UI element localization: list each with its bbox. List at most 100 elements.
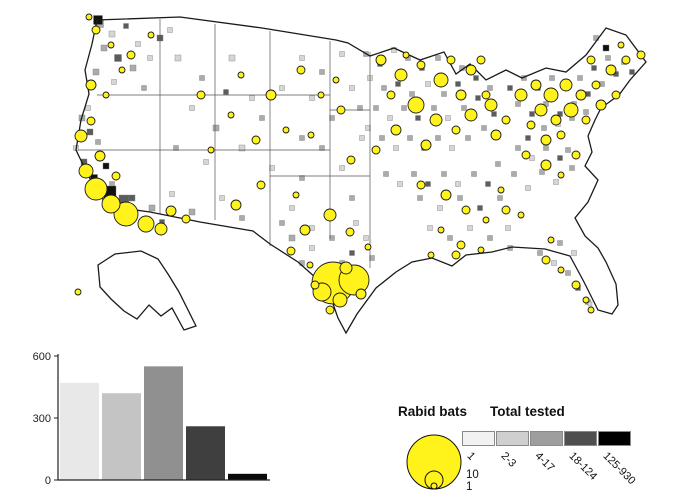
rabid-bat-bubble bbox=[476, 55, 486, 65]
rabid-bat-bubble bbox=[390, 124, 402, 136]
rabid-bat-bubble bbox=[586, 55, 596, 65]
county-cell bbox=[435, 135, 441, 141]
rabid-bat-bubble bbox=[78, 163, 94, 179]
county-cell bbox=[497, 195, 503, 201]
county-cell bbox=[487, 85, 493, 91]
county-cell bbox=[397, 181, 403, 187]
rabid-bat-bubble bbox=[587, 306, 595, 314]
rabid-bat-bubble bbox=[310, 280, 320, 290]
county-cell bbox=[129, 64, 137, 72]
legend-tested-title: Total tested bbox=[490, 404, 565, 419]
rabid-bat-bubble bbox=[521, 150, 531, 160]
rabid-bat-bubble bbox=[540, 159, 552, 171]
county-cell bbox=[309, 95, 315, 101]
county-cell bbox=[381, 85, 387, 91]
county-cell bbox=[515, 101, 521, 107]
rabid-bat-bubble bbox=[251, 135, 261, 145]
legend-rabid-title: Rabid bats bbox=[398, 404, 468, 419]
rabid-bat-bubble bbox=[299, 224, 311, 236]
county-cell bbox=[339, 51, 345, 57]
county-cell bbox=[359, 135, 365, 141]
rabid-bat-bubble bbox=[364, 243, 372, 251]
rabid-bat-bubble bbox=[323, 208, 337, 222]
county-cell bbox=[188, 208, 196, 216]
rabid-bat-bubble bbox=[605, 64, 617, 76]
rabid-bat-bubble bbox=[611, 90, 621, 100]
county-cell bbox=[363, 235, 369, 241]
tested-class-label: 4-17 bbox=[532, 450, 557, 475]
borders-layer bbox=[75, 16, 647, 335]
county-cell bbox=[109, 181, 115, 187]
rabid-bat-bubble bbox=[386, 90, 396, 100]
county-cell bbox=[387, 115, 393, 121]
rabid-bat-bubble bbox=[563, 102, 579, 118]
rabid-bat-bubble bbox=[181, 214, 191, 224]
county-cell bbox=[511, 171, 517, 177]
rabid-bat-bubble bbox=[530, 79, 542, 91]
county-cell bbox=[431, 105, 437, 111]
rabid-bat-bubble bbox=[107, 41, 115, 49]
rabid-bat-bubble bbox=[265, 89, 277, 101]
tested-class: 4-17 bbox=[530, 431, 564, 474]
histogram-axes bbox=[57, 354, 270, 481]
tested-class: 1 bbox=[462, 431, 496, 463]
county-cell bbox=[349, 195, 355, 201]
county-cell bbox=[108, 30, 116, 38]
rabid-bat-bubble bbox=[74, 129, 88, 143]
bar bbox=[60, 382, 99, 480]
tested-class: 18-124 bbox=[564, 431, 599, 483]
rabid-bat-bubble bbox=[595, 99, 607, 111]
county-cell bbox=[445, 115, 451, 121]
county-cell bbox=[123, 23, 129, 29]
rabid-bat-bubble bbox=[86, 116, 96, 126]
county-cell bbox=[395, 81, 401, 87]
rabid-bat-bubble bbox=[477, 246, 485, 254]
county-cell bbox=[435, 55, 441, 61]
rabid-bat-bubble bbox=[571, 150, 581, 160]
county-cell bbox=[128, 194, 136, 202]
rabid-bat-bubble bbox=[292, 191, 300, 199]
county-cell bbox=[407, 135, 413, 141]
county-cell bbox=[455, 81, 461, 87]
county-cell bbox=[543, 145, 549, 151]
county-cell bbox=[383, 171, 389, 177]
county-cell bbox=[425, 181, 431, 187]
us-county-map bbox=[73, 13, 647, 335]
county-cell bbox=[473, 75, 479, 81]
county-cell bbox=[465, 135, 471, 141]
rabid-bat-bubble bbox=[336, 105, 346, 115]
legend-total-tested: Total tested 1 2-3 4-17 18-124 125-930 bbox=[462, 404, 672, 487]
county-cell bbox=[549, 75, 555, 81]
county-cell bbox=[147, 55, 153, 61]
county-cell bbox=[475, 95, 481, 101]
rabid-bat-bubble bbox=[154, 222, 168, 236]
rabid-bat-bubble bbox=[371, 145, 381, 155]
county-cell bbox=[529, 111, 535, 117]
county-cell bbox=[441, 171, 447, 177]
county-cell bbox=[401, 105, 407, 111]
county-cell bbox=[571, 250, 577, 256]
rabid-bat-bubble bbox=[402, 51, 410, 59]
county-cell bbox=[269, 165, 275, 171]
rabid-bat-bubble bbox=[591, 80, 601, 90]
rabid-bat-bubble bbox=[534, 103, 548, 117]
rabid-bat-bubble bbox=[332, 76, 340, 84]
rabid-bat-bubble bbox=[207, 146, 215, 154]
county-cell bbox=[319, 145, 325, 151]
rabid-bat-bubble bbox=[118, 66, 126, 74]
tested-swatch bbox=[598, 431, 631, 446]
county-cell bbox=[212, 124, 220, 132]
rabid-bat-bubble bbox=[575, 89, 587, 101]
county-cell bbox=[602, 44, 610, 52]
county-cell bbox=[467, 225, 473, 231]
rabid-bat-bubble bbox=[196, 90, 206, 100]
county-cell bbox=[553, 179, 559, 185]
county-cell bbox=[299, 175, 305, 181]
rabid-bat-bubble bbox=[165, 205, 177, 217]
county-cell bbox=[393, 145, 399, 151]
rabid-bat-bubble bbox=[113, 201, 139, 227]
county-cell bbox=[591, 65, 597, 71]
county-cell bbox=[148, 204, 156, 212]
rabid-bat-bubble bbox=[440, 189, 452, 201]
y-tick-label: 300 bbox=[33, 413, 51, 425]
